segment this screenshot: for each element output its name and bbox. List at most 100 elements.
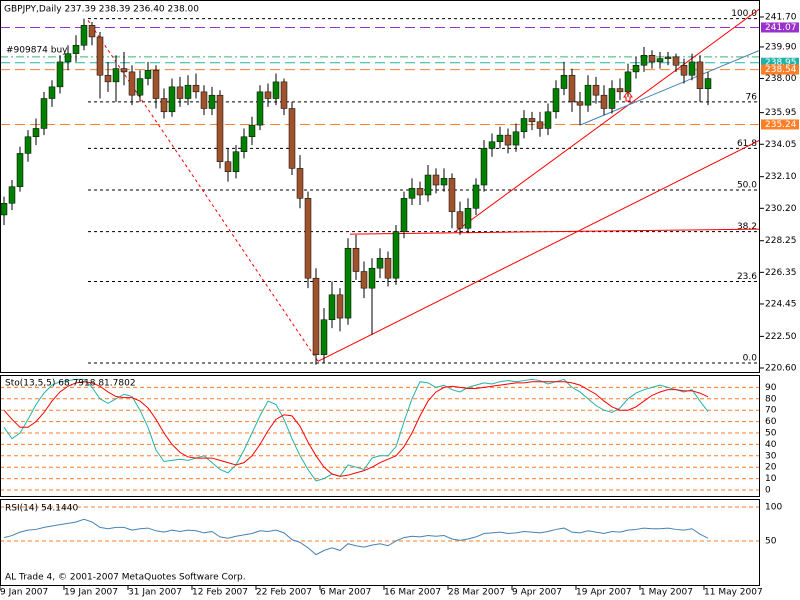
candle-body bbox=[648, 55, 656, 63]
candle-body bbox=[80, 25, 88, 46]
candle-body bbox=[416, 188, 424, 196]
candle-body bbox=[464, 208, 472, 229]
order-label: #909874 buy bbox=[6, 46, 68, 56]
y-tick-label: 222.50 bbox=[765, 332, 797, 342]
candle-body bbox=[16, 153, 24, 187]
candle-body bbox=[144, 69, 152, 79]
y-tick-label: 70 bbox=[765, 406, 777, 416]
candle-body bbox=[528, 118, 536, 123]
y-tick-label: 50 bbox=[765, 537, 777, 547]
fib-label: 76 bbox=[746, 92, 758, 102]
candle-body bbox=[160, 98, 168, 113]
candle-body bbox=[400, 198, 408, 232]
candle-body bbox=[240, 136, 248, 152]
buy-arrow bbox=[623, 90, 633, 102]
candle-body bbox=[560, 74, 568, 89]
candle-body bbox=[472, 184, 480, 209]
candle-body bbox=[688, 61, 696, 76]
candle-body bbox=[216, 94, 224, 162]
candle-body bbox=[232, 151, 240, 172]
fib-label: 100.0 bbox=[731, 9, 757, 19]
x-tick-label: 9 Jan 2007 bbox=[0, 588, 48, 598]
x-tick-label: 16 Mar 2007 bbox=[384, 588, 441, 598]
candle-body bbox=[608, 88, 616, 109]
candle-body bbox=[288, 108, 296, 169]
candle-body bbox=[360, 271, 368, 289]
candle-body bbox=[296, 168, 304, 199]
price-label: 235.24 bbox=[765, 120, 797, 130]
candle-body bbox=[512, 131, 520, 146]
y-tick-label: 30 bbox=[765, 451, 777, 461]
fib-label: 23.6 bbox=[737, 272, 757, 282]
copyright: AL Trade 4, © 2001-2007 MetaQuotes Softw… bbox=[5, 573, 246, 583]
indicator-line bbox=[3, 381, 709, 477]
candle-body bbox=[8, 186, 16, 204]
trendline bbox=[87, 20, 319, 362]
candle-body bbox=[656, 58, 664, 63]
candle-body bbox=[344, 247, 352, 319]
candle-body bbox=[392, 231, 400, 279]
candle-body bbox=[368, 267, 376, 289]
y-tick-label: 230.20 bbox=[765, 204, 797, 214]
price-label: 238.95 bbox=[765, 58, 797, 68]
candle-body bbox=[128, 71, 136, 96]
candle-body bbox=[568, 74, 576, 103]
candle-body bbox=[680, 64, 688, 76]
candle-body bbox=[624, 71, 632, 93]
fib-label: 50.0 bbox=[737, 181, 757, 191]
y-tick-label: 226.35 bbox=[765, 268, 797, 278]
candle-body bbox=[496, 134, 504, 143]
price-label: 241.07 bbox=[765, 23, 797, 33]
y-tick-label: 238.00 bbox=[765, 74, 797, 84]
y-tick-label: 80 bbox=[765, 394, 777, 404]
trendline bbox=[454, 8, 760, 232]
candle-body bbox=[456, 211, 464, 229]
candle-body bbox=[304, 198, 312, 279]
x-tick-label: 19 Apr 2007 bbox=[576, 588, 632, 598]
candle-body bbox=[640, 55, 648, 66]
candle-body bbox=[152, 69, 160, 99]
y-tick-label: 228.25 bbox=[765, 236, 797, 246]
candle-body bbox=[592, 84, 600, 96]
candle-body bbox=[536, 121, 544, 129]
y-tick-label: 234.05 bbox=[765, 140, 797, 150]
candle-body bbox=[488, 141, 496, 149]
y-tick-label: 224.45 bbox=[765, 299, 797, 309]
indicator-line bbox=[3, 378, 709, 482]
candle-body bbox=[176, 86, 184, 99]
x-tick-label: 28 Mar 2007 bbox=[448, 588, 505, 598]
candle-body bbox=[584, 84, 592, 106]
y-tick-label: 10 bbox=[765, 474, 777, 484]
candle-body bbox=[424, 174, 432, 196]
candle-body bbox=[328, 294, 336, 321]
candle-body bbox=[408, 188, 416, 199]
y-tick-label: 50 bbox=[765, 429, 777, 439]
candle-body bbox=[32, 128, 40, 138]
candle-body bbox=[256, 91, 264, 126]
candle-body bbox=[664, 56, 672, 59]
candle-body bbox=[352, 247, 360, 272]
rsi-panel-frame bbox=[0, 499, 760, 586]
candle-body bbox=[192, 84, 200, 93]
y-tick-label: 20 bbox=[765, 463, 777, 473]
candle-body bbox=[136, 78, 144, 96]
candle-body bbox=[88, 25, 96, 38]
x-tick-label: 19 Jan 2007 bbox=[64, 588, 118, 598]
y-tick-label: 235.95 bbox=[765, 108, 797, 118]
candle-body bbox=[72, 45, 80, 54]
candle-body bbox=[520, 118, 528, 133]
y-tick-label: 90 bbox=[765, 383, 777, 393]
price-label-box bbox=[761, 64, 799, 75]
x-tick-label: 11 May 2007 bbox=[704, 588, 763, 598]
candle-body bbox=[168, 86, 176, 113]
chart-header: GBPJPY,Daily 237.39 238.39 236.40 238.00 bbox=[4, 5, 199, 15]
price-label: 238.54 bbox=[765, 65, 797, 75]
candle-body bbox=[336, 294, 344, 319]
candle-body bbox=[280, 81, 288, 109]
candle-body bbox=[184, 84, 192, 99]
candle-body bbox=[264, 91, 272, 99]
price-label-box bbox=[761, 119, 799, 130]
candle-body bbox=[440, 178, 448, 186]
price-label-box bbox=[761, 22, 799, 33]
